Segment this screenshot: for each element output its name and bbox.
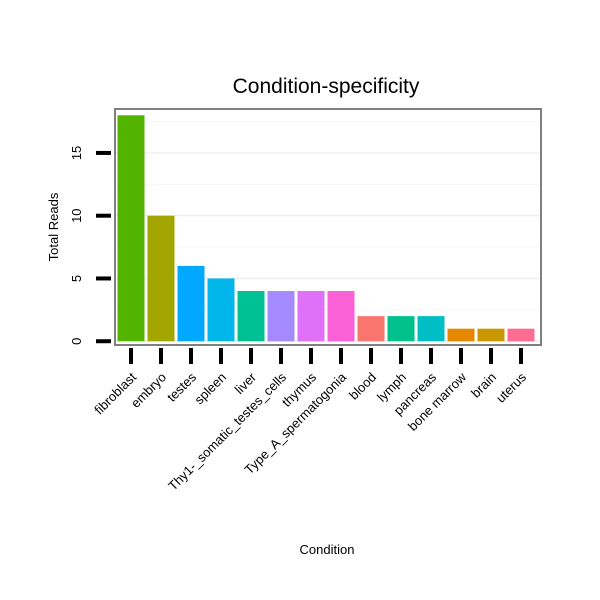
y-tick-label: 0 (69, 338, 84, 345)
bar-type-a-spermatogonia (327, 291, 355, 342)
x-tick-label: blood (346, 370, 379, 403)
plot-border (114, 108, 542, 346)
x-tick-label: uterus (493, 369, 530, 406)
y-axis-label: Total Reads (46, 192, 61, 261)
bar-bone-marrow (447, 328, 475, 342)
bars (117, 115, 535, 342)
y-tick-label: 15 (69, 146, 84, 160)
bar-brain (477, 328, 505, 342)
x-axis-label: Condition (300, 542, 355, 557)
bar-thymus (297, 291, 325, 342)
bar-testes (177, 265, 205, 342)
bar-uterus (507, 328, 535, 342)
bar-embryo (147, 215, 175, 342)
y-tick-label: 10 (69, 208, 84, 222)
bar-lymph (387, 316, 415, 342)
chart-title: Condition-specificity (233, 75, 420, 98)
bar-fibroblast (117, 115, 145, 342)
bar-blood (357, 316, 385, 342)
x-tick-label: spleen (191, 370, 229, 408)
bar-spleen (207, 278, 235, 342)
bar-liver (237, 291, 265, 342)
bar-thy1-somatic-testes-cells (267, 291, 295, 342)
y-tick-label: 5 (69, 275, 84, 282)
bar-pancreas (417, 316, 445, 342)
y-axis: 0 5 10 15 (69, 146, 111, 345)
x-tick-label: fibroblast (91, 369, 139, 417)
